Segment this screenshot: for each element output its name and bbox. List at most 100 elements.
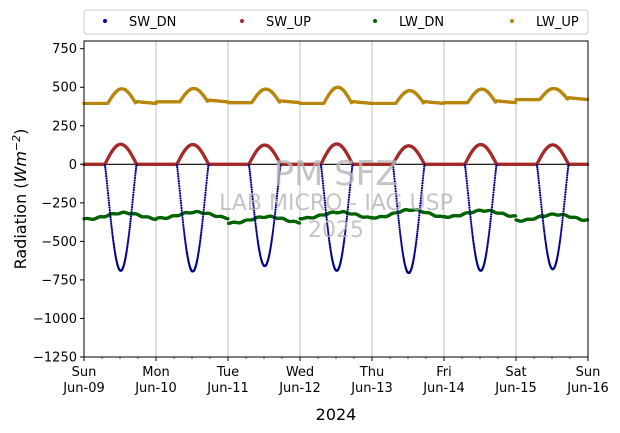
- point-sw-dn: [198, 243, 201, 246]
- point-sw-dn: [559, 233, 562, 237]
- point-sw-dn: [541, 217, 544, 220]
- point-sw-dn: [414, 244, 417, 247]
- point-sw-dn: [179, 199, 182, 202]
- point-sw-dn: [107, 194, 110, 197]
- point-sw-dn: [105, 182, 109, 185]
- point-sw-dn: [181, 214, 184, 217]
- point-sw-dn: [415, 240, 418, 243]
- point-sw-dn: [201, 218, 204, 221]
- point-sw-dn: [110, 222, 113, 225]
- point-sw-dn: [560, 229, 563, 233]
- point-sw-dn: [109, 213, 112, 216]
- point-sw-dn: [493, 176, 497, 180]
- point-sw-dn: [493, 179, 496, 182]
- point-sw-dn: [176, 168, 179, 171]
- point-sw-dn: [422, 174, 425, 177]
- point-sw-dn: [110, 227, 113, 230]
- y-tick-label: 750: [52, 42, 77, 57]
- y-tick-label: −250: [41, 196, 77, 211]
- point-sw-dn: [132, 193, 135, 197]
- point-sw-dn: [469, 218, 472, 221]
- point-sw-dn: [538, 191, 542, 194]
- point-sw-dn: [463, 164, 467, 167]
- point-sw-dn: [466, 187, 469, 190]
- point-sw-dn: [560, 227, 563, 231]
- point-sw-dn: [416, 228, 419, 231]
- x-tick-date: Jun-12: [278, 381, 321, 396]
- point-sw-dn: [273, 217, 276, 220]
- point-sw-dn: [538, 186, 541, 189]
- point-sw-dn: [540, 203, 543, 206]
- point-sw-dn: [272, 223, 275, 227]
- legend: SW_DN SW_UP LW_DN LW_UP: [83, 9, 589, 35]
- watermark-line1: PM SFZ: [273, 154, 398, 194]
- point-sw-dn: [255, 228, 258, 231]
- point-sw-dn: [127, 232, 131, 236]
- point-sw-dn: [491, 203, 494, 206]
- point-sw-dn: [106, 191, 110, 195]
- y-axis-label-close: ): [11, 129, 30, 135]
- point-sw-dn: [108, 211, 112, 214]
- point-sw-dn: [565, 183, 568, 186]
- point-sw-dn: [132, 188, 135, 192]
- point-sw-dn: [560, 223, 564, 226]
- point-sw-dn: [177, 179, 180, 183]
- point-sw-dn: [254, 220, 257, 223]
- point-sw-dn: [271, 231, 274, 235]
- point-sw-dn: [204, 194, 207, 197]
- x-tick-day: Mon: [142, 365, 169, 380]
- point-sw-dn: [564, 193, 567, 196]
- point-sw-dn: [178, 187, 181, 190]
- point-sw-dn: [129, 217, 132, 220]
- point-sw-dn: [178, 184, 181, 187]
- point-sw-dn: [106, 184, 109, 187]
- point-sw-dn: [130, 208, 133, 211]
- point-sw-dn: [541, 212, 544, 216]
- point-sw-dn: [108, 208, 111, 212]
- point-lw-dn: [226, 217, 230, 221]
- point-sw-dn: [465, 175, 468, 178]
- point-sw-dn: [112, 239, 115, 242]
- point-sw-dn: [250, 186, 253, 189]
- point-sw-dn: [489, 215, 493, 218]
- point-sw-dn: [415, 236, 418, 239]
- point-sw-dn: [397, 219, 400, 222]
- point-sw-dn: [255, 232, 258, 235]
- point-sw-dn: [560, 225, 563, 228]
- point-sw-dn: [488, 228, 491, 231]
- point-sw-dn: [417, 223, 420, 226]
- point-sw-dn: [202, 206, 206, 209]
- point-lw-dn: [297, 221, 302, 225]
- grid: [155, 41, 517, 357]
- point-sw-dn: [540, 205, 543, 209]
- point-sw-dn: [566, 167, 570, 170]
- point-sw-dn: [399, 234, 402, 238]
- point-sw-dn: [423, 165, 426, 168]
- y-axis-label-unit: Wm: [11, 151, 30, 182]
- point-sw-dn: [206, 169, 209, 173]
- point-sw-dn: [564, 186, 568, 189]
- point-sw-dn: [564, 188, 567, 191]
- x-tick-day: Thu: [359, 365, 384, 380]
- point-sw-dn: [129, 220, 132, 223]
- point-sw-dn: [202, 213, 205, 216]
- point-sw-dn: [271, 233, 274, 236]
- point-sw-dn: [175, 164, 179, 167]
- point-sw-dn: [567, 163, 570, 166]
- point-sw-dn: [422, 167, 426, 170]
- point-sw-dn: [398, 224, 401, 227]
- point-sw-dn: [490, 208, 493, 211]
- point-sw-dn: [199, 237, 202, 240]
- point-sw-dn: [199, 235, 202, 238]
- point-sw-dn: [399, 239, 403, 242]
- point-sw-dn: [206, 167, 210, 170]
- point-sw-dn: [468, 208, 471, 212]
- point-sw-dn: [107, 196, 110, 200]
- point-sw-dn: [202, 211, 205, 214]
- point-sw-dn: [472, 239, 475, 242]
- point-sw-dn: [471, 231, 474, 234]
- point-sw-dn: [566, 174, 569, 177]
- point-sw-dn: [272, 227, 275, 231]
- point-sw-dn: [493, 181, 496, 184]
- point-sw-dn: [249, 176, 252, 179]
